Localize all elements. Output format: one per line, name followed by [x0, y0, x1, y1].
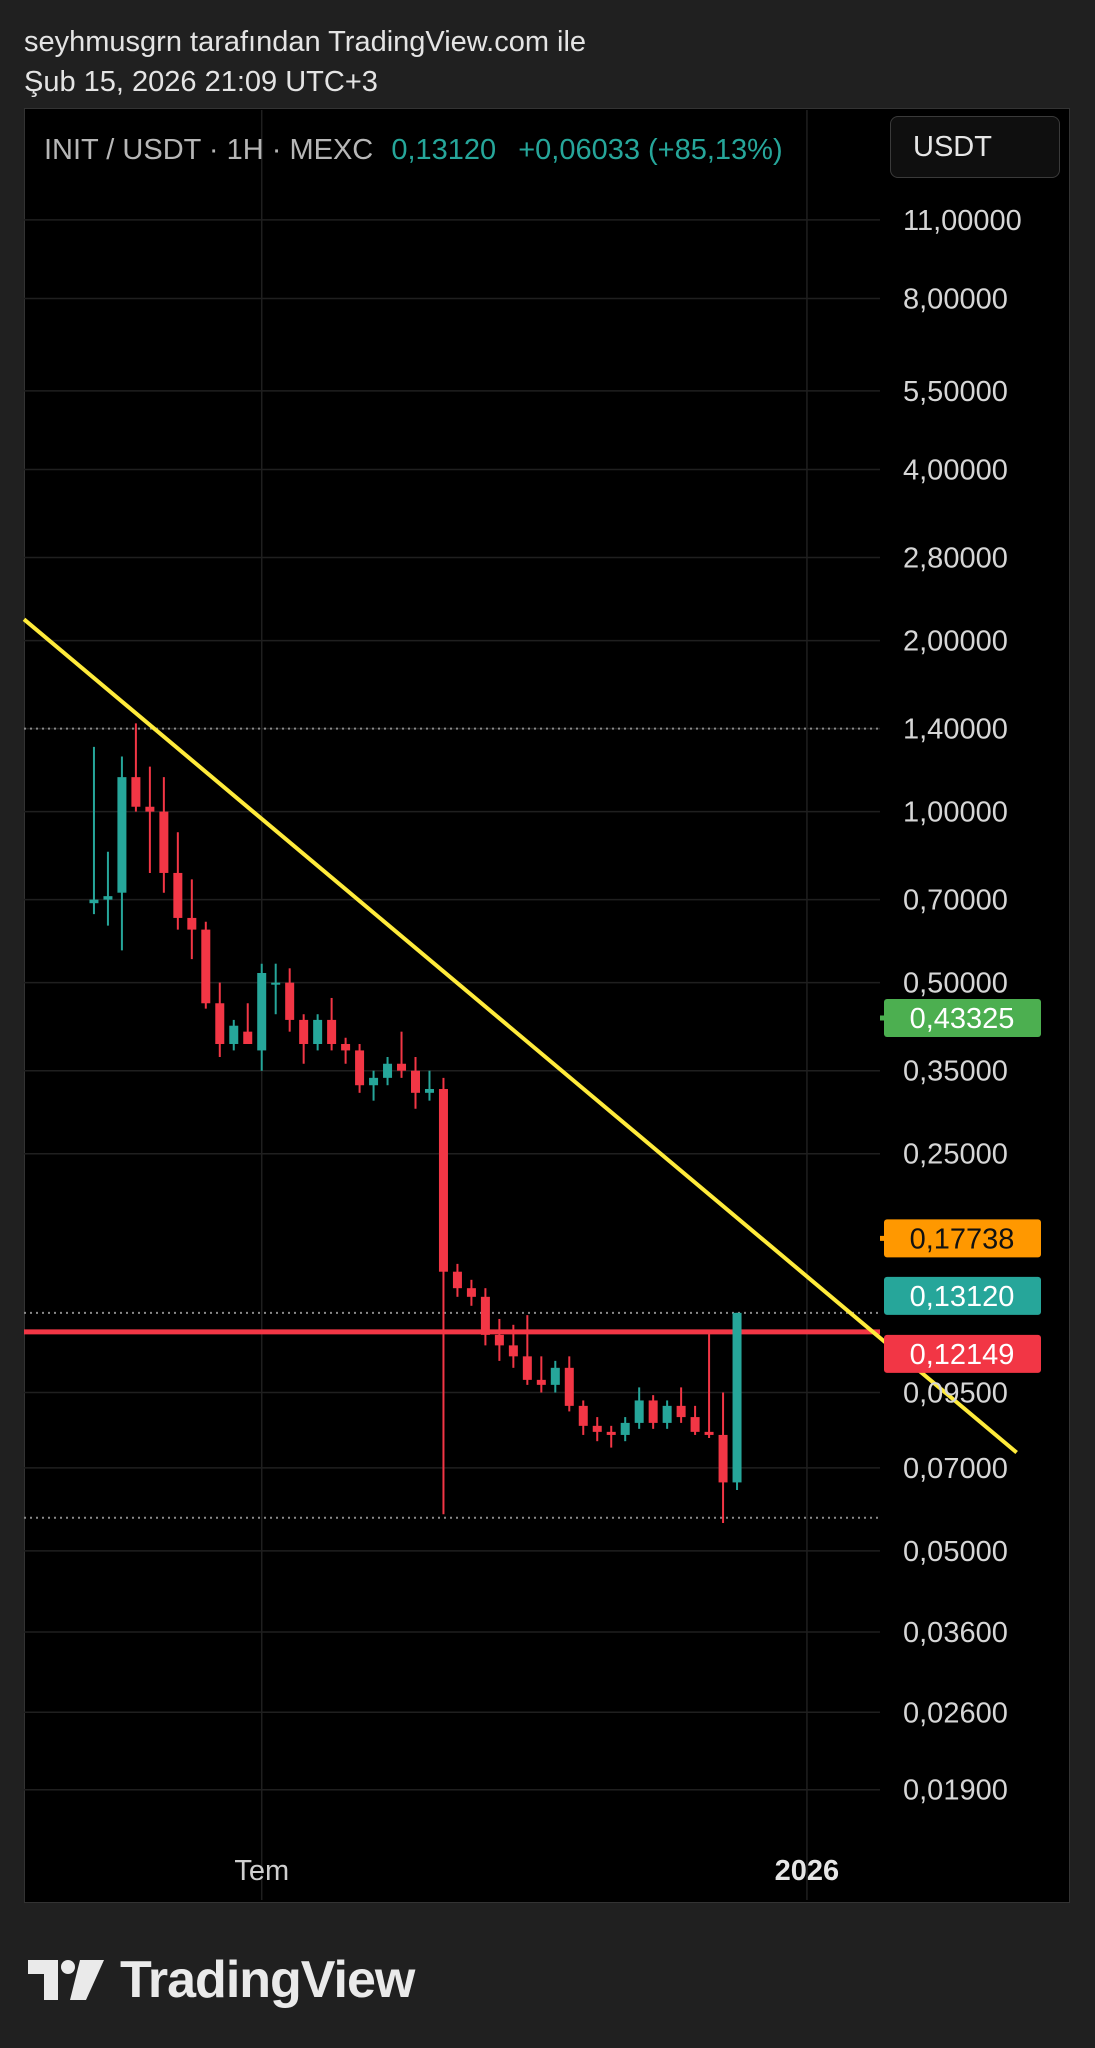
candle-body: [424, 1088, 434, 1093]
y-tick-label: 11,00000: [903, 205, 1022, 237]
candle-body: [536, 1379, 546, 1385]
price-label-box: [884, 1276, 1041, 1315]
descending-trendline: [22, 617, 1018, 1455]
candle-body: [327, 1019, 337, 1045]
trendline-layer: [22, 617, 1018, 1455]
candle-body: [592, 1425, 602, 1432]
target-label-box: [884, 1219, 1041, 1258]
candle-body: [480, 1296, 490, 1335]
candle-body: [411, 1070, 420, 1093]
candle-body: [187, 917, 197, 930]
price-label-box: [884, 1334, 1041, 1373]
candle-body: [271, 982, 281, 985]
candle-body: [383, 1063, 393, 1078]
candle-body: [229, 1025, 239, 1045]
y-tick-label: 0,70000: [903, 885, 1008, 917]
target-label: 0,17738: [910, 1223, 1015, 1255]
price-label: 0,13120: [910, 1281, 1015, 1313]
candle-body: [131, 777, 141, 807]
attribution-text: seyhmusgrn tarafından TradingView.com il…: [24, 26, 587, 58]
candle-body: [397, 1063, 407, 1071]
y-tick-label: 2,00000: [903, 626, 1008, 658]
candle-body: [243, 1031, 253, 1045]
y-tick-label: 0,05000: [903, 1536, 1008, 1568]
y-tick-label: 4,00000: [903, 455, 1008, 487]
candle-body: [341, 1044, 351, 1051]
candle-body: [89, 899, 99, 904]
candle-body: [620, 1422, 630, 1435]
candle-body: [578, 1405, 588, 1426]
candle-body: [159, 811, 169, 873]
symbol-info-bar: INIT / USDT · 1H · MEXC 0,13120 +0,06033…: [44, 130, 783, 170]
candle-body: [201, 929, 211, 1004]
target-label: 0,43325: [910, 1003, 1015, 1035]
candle-body: [285, 982, 295, 1020]
candle-body: [355, 1050, 365, 1086]
x-tick-label: Tem: [234, 1855, 289, 1887]
candle-body: [494, 1334, 504, 1346]
candle-body: [438, 1088, 448, 1272]
candle-body: [508, 1345, 518, 1357]
price-label: 0,12149: [910, 1339, 1015, 1371]
tradingview-logo[interactable]: TradingView: [28, 1950, 415, 2010]
candle-body: [117, 777, 127, 893]
symbol-name: INIT / USDT · 1H · MEXC: [44, 134, 374, 166]
candle-body: [313, 1019, 323, 1045]
y-tick-label: 0,02600: [903, 1697, 1008, 1729]
candle-body: [215, 1003, 225, 1045]
candle-body: [606, 1431, 616, 1435]
candle-body: [103, 896, 113, 900]
y-tick-label: 1,40000: [903, 714, 1008, 746]
candle-body: [732, 1312, 742, 1483]
y-tick-label: 0,35000: [903, 1056, 1008, 1088]
candle-body: [634, 1400, 644, 1423]
y-tick-label: 0,25000: [903, 1139, 1008, 1171]
candle-body: [466, 1288, 476, 1297]
chart-header: seyhmusgrn tarafından TradingView.com il…: [24, 22, 586, 102]
candle-body: [550, 1367, 560, 1385]
y-tick-label: 0,03600: [903, 1617, 1008, 1649]
x-tick-label: 2026: [775, 1855, 840, 1887]
y-tick-label: 0,50000: [903, 968, 1008, 1000]
snapshot-datetime: Şub 15, 2026 21:09 UTC+3: [24, 66, 378, 98]
candle-body: [369, 1077, 379, 1086]
candle-body: [648, 1400, 658, 1423]
y-tick-label: 5,50000: [903, 376, 1008, 408]
candle-body: [522, 1356, 532, 1380]
candle-body: [173, 872, 183, 918]
y-tick-label: 2,80000: [903, 543, 1008, 575]
candle-body: [257, 973, 267, 1051]
candles: [89, 723, 742, 1523]
tradingview-wordmark: TradingView: [120, 1951, 415, 2009]
candle-body: [299, 1019, 309, 1045]
currency-unit-button[interactable]: USDT: [890, 116, 1060, 178]
last-price: 0,13120: [391, 134, 497, 166]
candle-body: [676, 1405, 686, 1418]
candle-body: [718, 1434, 728, 1483]
candle-body: [564, 1367, 574, 1406]
price-axis: 11,00000 8,00000 5,50000 4,00000 2,80000 2,00…: [884, 205, 1041, 1807]
candle-body: [704, 1431, 714, 1435]
candle-body: [452, 1271, 462, 1289]
grid: [24, 110, 880, 1900]
target-label-box: [884, 999, 1041, 1038]
y-tick-label: 0,09500: [903, 1378, 1008, 1410]
y-tick-label: 0,07000: [903, 1453, 1008, 1485]
y-tick-label: 8,00000: [903, 283, 1008, 315]
time-axis: Tem 2026: [234, 1855, 839, 1887]
y-tick-label: 0,01900: [903, 1775, 1008, 1807]
price-change: +0,06033 (+85,13%): [518, 134, 783, 166]
candle-body: [662, 1405, 672, 1423]
y-tick-label: 1,00000: [903, 797, 1008, 829]
candle-body: [690, 1417, 700, 1432]
candle-body: [145, 806, 155, 812]
tradingview-logo-icon: [28, 1960, 104, 2000]
